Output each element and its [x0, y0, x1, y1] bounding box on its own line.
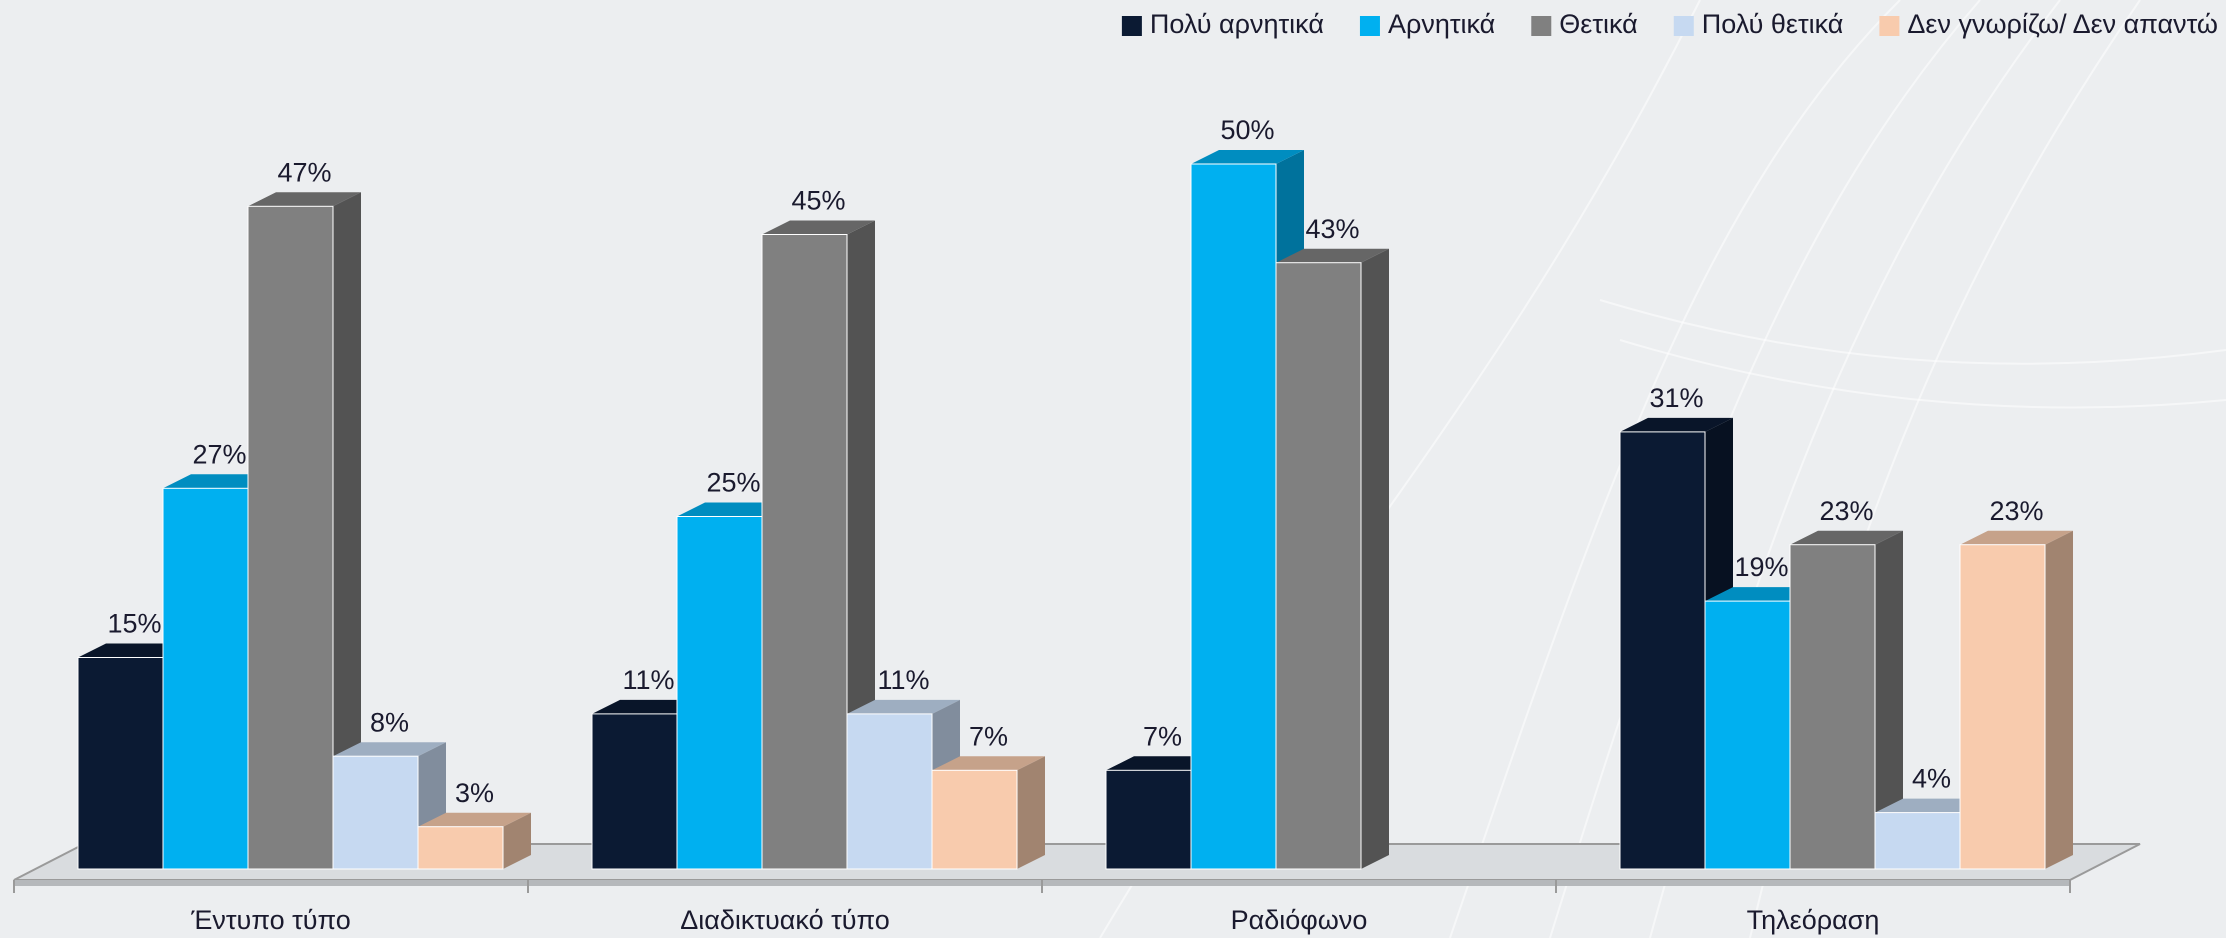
data-label: 4%	[1912, 764, 1951, 794]
bar	[77, 657, 164, 870]
data-label: 47%	[277, 157, 331, 187]
bar-top	[248, 192, 361, 207]
bar	[761, 234, 848, 870]
bar-side	[1875, 530, 1903, 869]
data-label: 8%	[370, 707, 409, 737]
bar	[591, 713, 678, 870]
data-label: 15%	[107, 609, 161, 639]
bar	[1874, 812, 1961, 870]
data-label: 11%	[877, 665, 929, 695]
x-tick-label: Τηλεόραση	[1747, 905, 1880, 935]
legend-label: Πολύ θετικά	[1702, 9, 1844, 39]
bar-side	[1017, 756, 1045, 869]
data-label: 23%	[1819, 496, 1873, 526]
bar	[676, 516, 763, 870]
bar-top	[1620, 417, 1733, 432]
bar-top	[847, 699, 960, 714]
bar-top	[333, 742, 446, 757]
bar	[1704, 600, 1791, 870]
legend-swatch	[1359, 16, 1380, 36]
bar-top	[1276, 248, 1389, 263]
legend-swatch	[1879, 16, 1900, 36]
legend-label: Πολύ αρνητικά	[1150, 9, 1324, 39]
bar	[1275, 262, 1362, 870]
bar-side	[1361, 248, 1389, 869]
bar	[162, 487, 249, 870]
legend-label: Θετικά	[1559, 9, 1637, 39]
bar-top	[762, 220, 875, 235]
data-label: 3%	[455, 778, 494, 808]
bar	[1789, 544, 1876, 870]
legend-swatch	[1121, 16, 1142, 36]
legend-swatch	[1673, 16, 1694, 36]
bar	[1105, 769, 1192, 870]
bar	[332, 755, 419, 870]
bar-side	[503, 812, 531, 869]
data-label: 7%	[969, 721, 1008, 751]
bar-top	[1191, 150, 1304, 164]
bar	[1959, 544, 2046, 870]
bar	[1619, 431, 1706, 870]
x-tick-label: Ραδιόφωνο	[1231, 905, 1368, 935]
bar	[417, 826, 504, 870]
data-label: 23%	[1989, 496, 2043, 526]
bar-side	[2045, 530, 2073, 869]
legend-label: Δεν γνωρίζω/ Δεν απαντώ	[1907, 9, 2218, 39]
legend-label: Αρνητικά	[1388, 9, 1495, 39]
x-tick-label: Έντυπο τύπο	[190, 905, 351, 935]
bar	[247, 205, 334, 870]
bar-side	[333, 192, 361, 870]
bar	[846, 713, 933, 870]
bar-top	[1790, 530, 1903, 545]
data-label: 27%	[192, 439, 246, 469]
data-label: 50%	[1220, 115, 1274, 145]
data-label: 25%	[706, 468, 760, 498]
data-label: 19%	[1734, 552, 1788, 582]
data-label: 45%	[791, 186, 845, 216]
bar	[1190, 163, 1277, 870]
data-label: 7%	[1143, 721, 1182, 751]
data-label: 11%	[622, 665, 674, 695]
data-label: 43%	[1305, 214, 1359, 244]
legend-swatch	[1531, 16, 1552, 36]
bar-top	[1960, 530, 2073, 545]
x-tick-label: Διαδικτυακό τύπο	[680, 905, 890, 935]
data-label: 31%	[1649, 383, 1703, 413]
bar-top	[932, 756, 1045, 771]
bar	[931, 769, 1018, 870]
bar-top	[418, 812, 531, 827]
